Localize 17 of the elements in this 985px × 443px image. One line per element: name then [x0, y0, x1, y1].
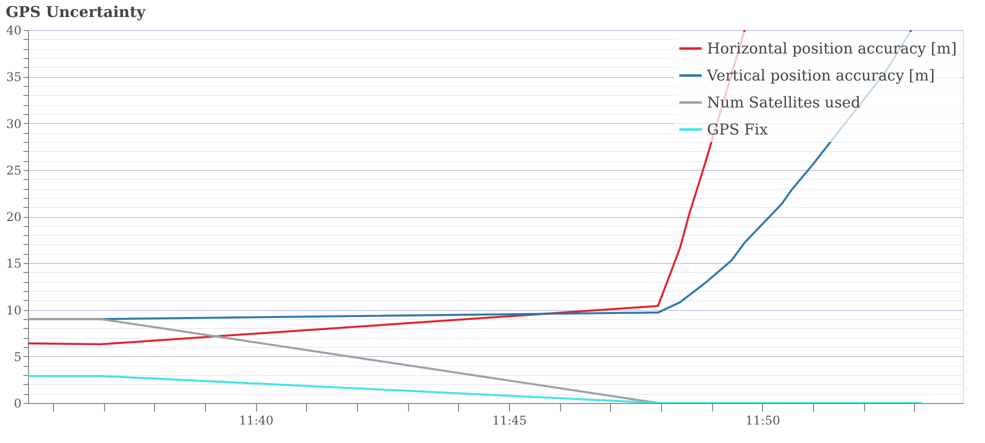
legend-label: Num Satellites used — [707, 94, 861, 112]
y-tick-label: 15 — [6, 256, 22, 271]
chart-title: GPS Uncertainty — [6, 3, 147, 21]
y-tick-label: 30 — [6, 116, 22, 131]
y-tick-label: 0 — [14, 396, 22, 410]
y-tick-label: 25 — [6, 163, 22, 178]
y-tick-label: 35 — [6, 70, 22, 84]
x-tick-label: 11:40 — [238, 414, 274, 428]
legend-label: GPS Fix — [707, 120, 768, 138]
x-tick-label: 11:45 — [492, 414, 527, 428]
y-tick-label: 40 — [6, 24, 22, 38]
y-tick-label: 20 — [6, 210, 22, 224]
x-tick-label: 11:50 — [746, 414, 780, 428]
legend-label: Horizontal position accuracy [m] — [707, 40, 957, 58]
legend-label: Vertical position accuracy [m] — [706, 66, 935, 84]
y-tick-label: 10 — [6, 303, 22, 318]
y-tick-label: 5 — [14, 350, 22, 364]
